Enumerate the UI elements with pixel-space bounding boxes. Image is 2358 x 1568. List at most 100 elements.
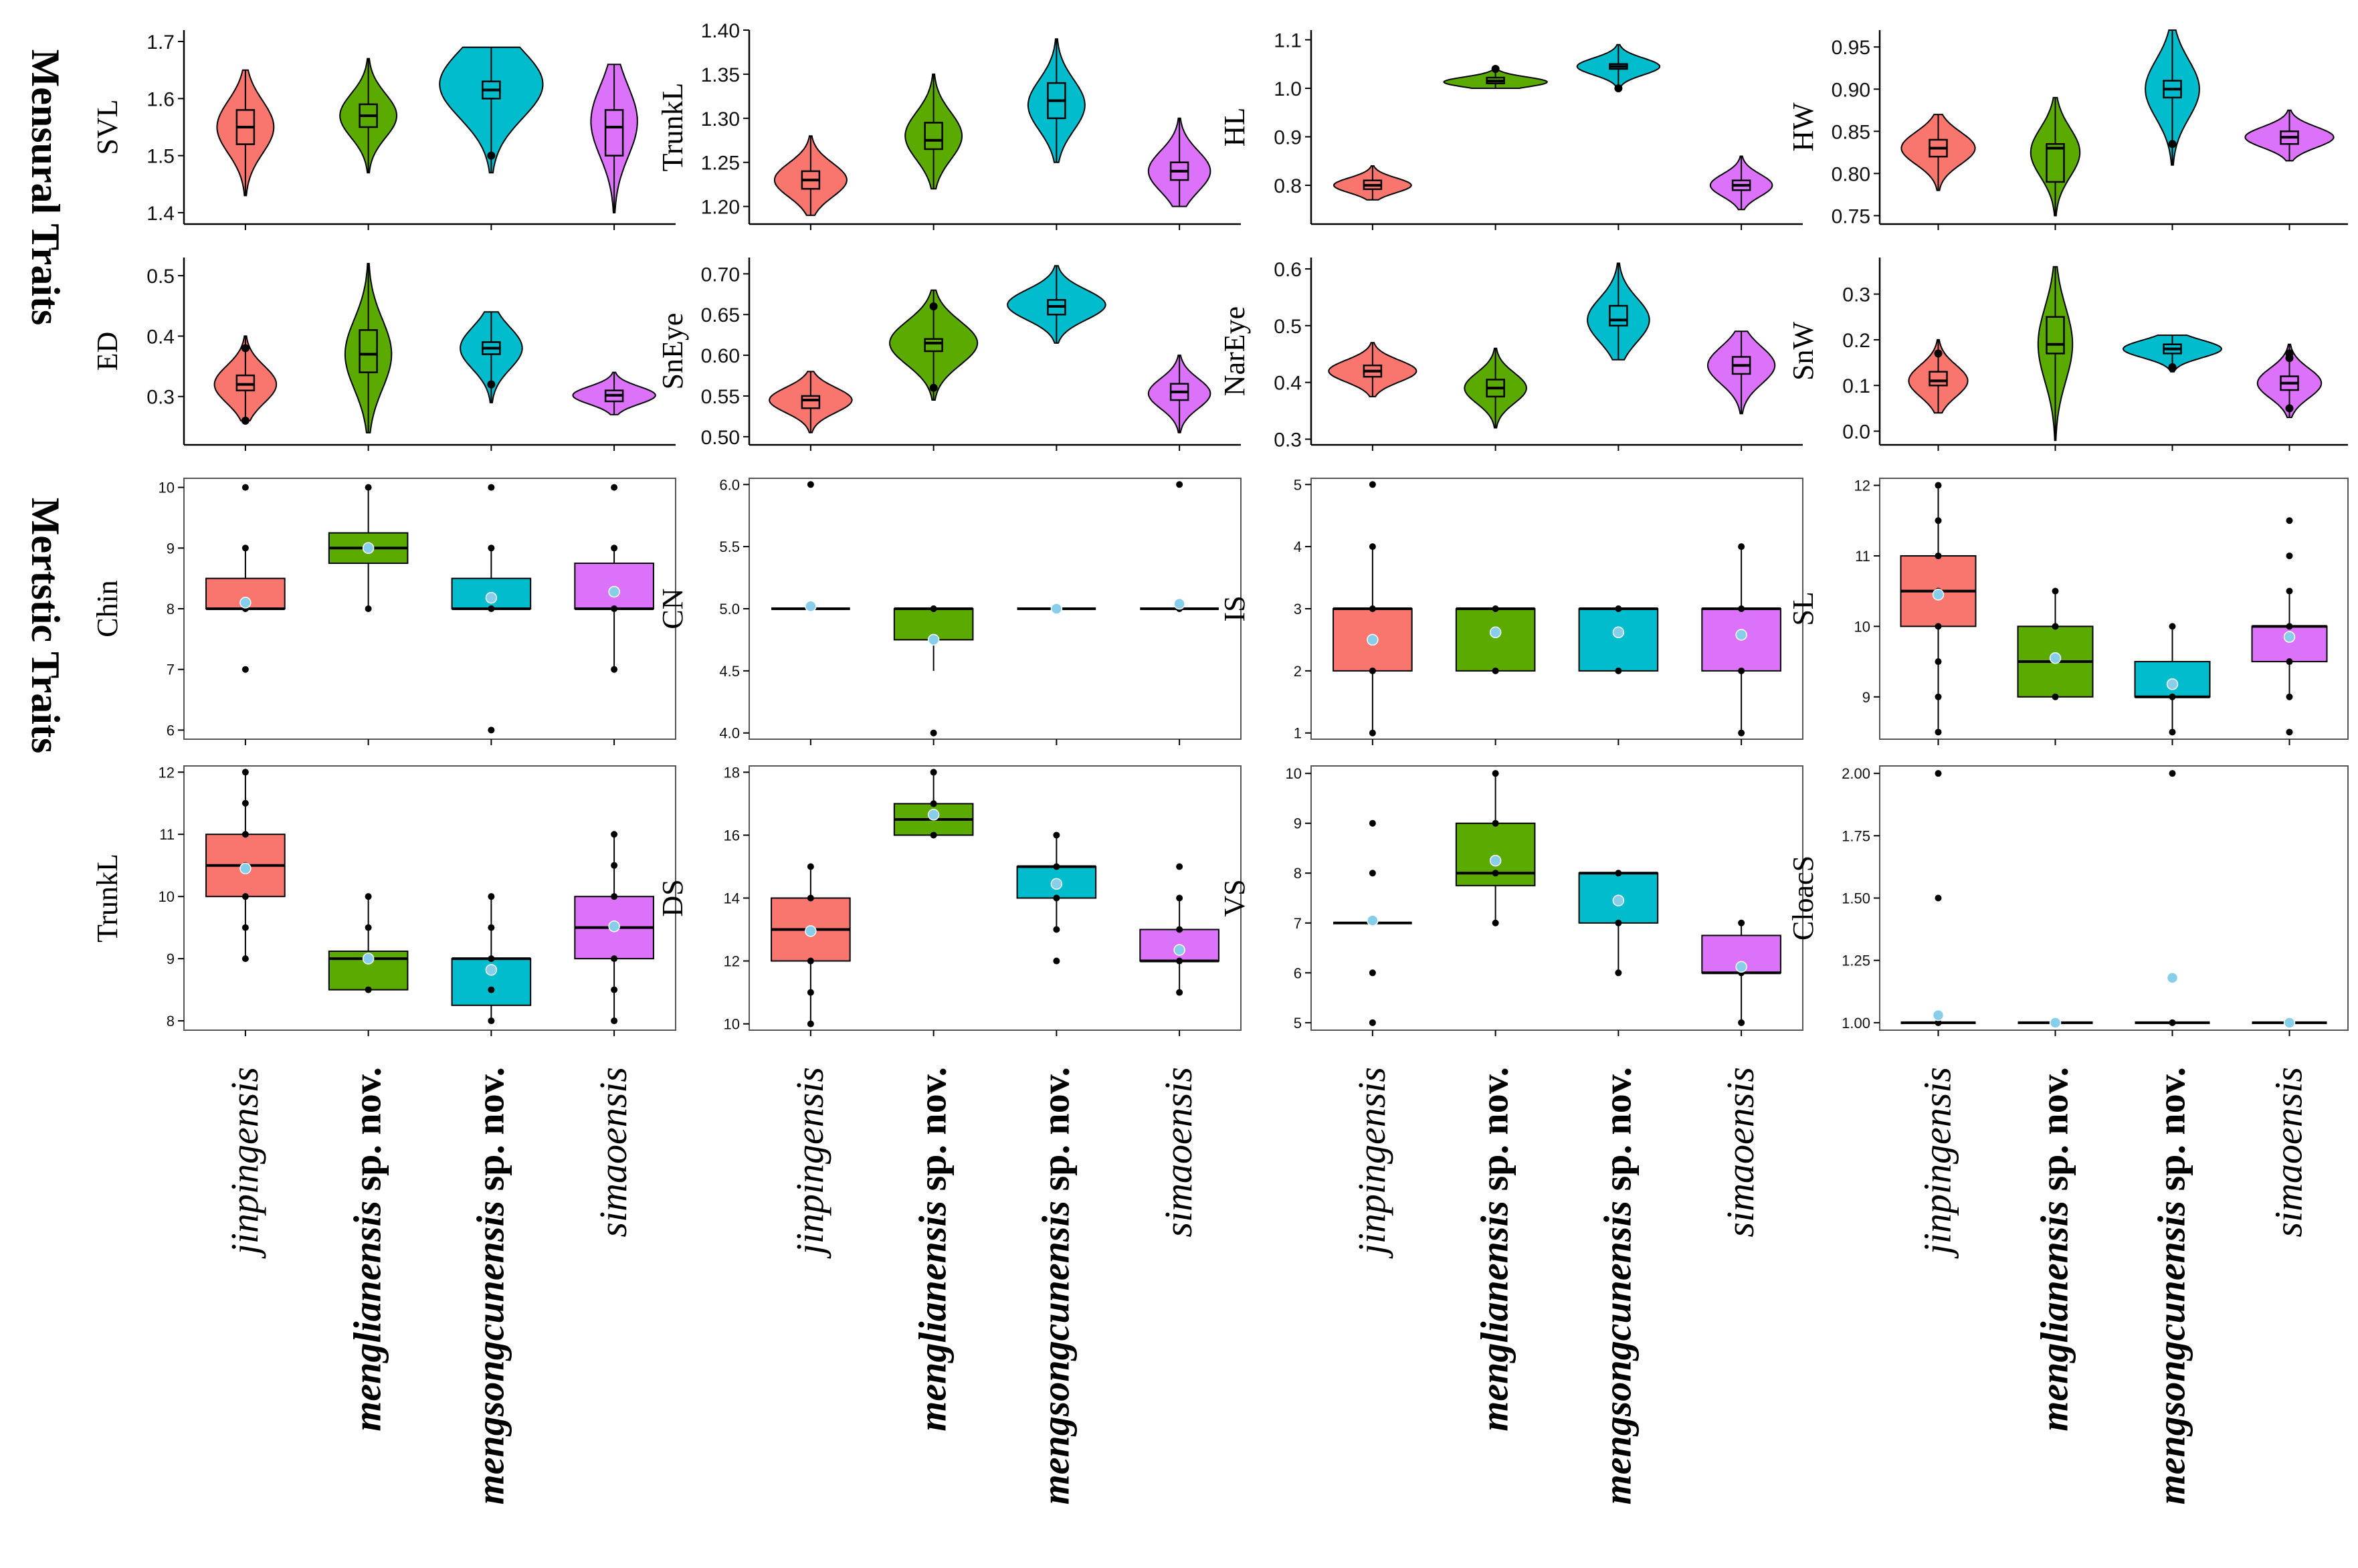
box-mengsongcunensis [1578,608,1659,672]
panel-ed-mensural: 0.3 0.4 0.5 ED [91,258,676,451]
data-point [1615,919,1622,926]
mean-point [2049,652,2062,664]
y-tick-label: 0.95 [1832,37,1870,59]
row-title-mensural: Mensural Traits [23,50,68,326]
y-tick-label: 1.4 [146,203,175,225]
inner-box [2046,142,2065,183]
mean-point [1367,914,1379,926]
species-suffix: sp. nov. [1473,1067,1516,1201]
species-name: jinpingensis [788,1067,831,1259]
y-tick-label: 8 [167,1013,175,1030]
data-point [2286,587,2293,595]
y-axis-label: CN [656,588,689,629]
panel-sneye-mensural: 0.50 0.55 0.60 0.65 0.70 SnEye [656,258,1241,451]
y-tick-label: 1.6 [146,88,175,110]
y-tick-label: 1.50 [1842,890,1870,907]
data-point [241,799,249,807]
panel-border [1879,478,2349,740]
y-axis-label: HL [1218,108,1251,147]
data-point [1369,870,1376,877]
y-axis-label: TrunkL [91,854,124,943]
data-point [1935,1019,1942,1026]
data-point [807,1020,814,1027]
species-name: mengsongcunensis [2150,1201,2193,1504]
mean-point [1735,629,1747,641]
y-axis-label: SVL [91,99,124,155]
violin-simaoensis [1706,330,1776,415]
species-suffix: sp. nov. [911,1067,955,1201]
x-label-mengsongcunensis: mengsongcunensis sp. nov. [468,1067,512,1504]
mean-point [2049,1017,2062,1029]
panel-cloacs-meristic: 1.00 1.25 1.50 1.75 2.00 CloacS [1787,765,2349,1036]
panel-nareye-mensural: 0.3 0.4 0.5 0.6 NarEye [1218,258,1803,452]
data-point [1176,894,1183,902]
data-point [807,863,814,870]
data-point [611,484,618,491]
mean-point [1173,597,1185,610]
mean-point [485,591,498,604]
y-axis-label: HW [1787,102,1820,152]
x-label-menglianensis: menglianensis sp. nov. [2033,1067,2076,1432]
y-tick-label: 0.1 [1842,375,1870,397]
y-tick-label: 0.70 [701,264,740,286]
data-point [1053,926,1060,933]
data-point [365,484,372,491]
y-tick-label: 11 [159,826,175,843]
data-point [1053,863,1060,870]
species-name: mengsongcunensis [468,1201,512,1504]
panel-snw-mensural: 0.0 0.1 0.2 0.3 SnW [1787,258,2348,451]
mean-point [805,925,817,937]
data-point [1615,667,1622,674]
violin-jinpingensis [216,69,275,197]
data-point [1738,543,1745,551]
y-tick-label: 1.0 [1274,78,1302,100]
y-tick-label: 6 [1294,965,1302,981]
data-point [241,769,249,776]
data-point [1492,770,1499,777]
y-tick-label: 7 [1294,915,1302,932]
y-tick-label: 1 [1294,725,1302,742]
data-point [2286,693,2293,700]
inner-box [924,338,943,353]
y-tick-label: 0.55 [701,386,740,408]
y-tick-label: 0.4 [1274,373,1302,395]
mean-point [1050,878,1063,890]
inner-box [924,122,943,151]
y-tick-label: 9 [1294,815,1302,832]
data-point [241,924,249,931]
y-tick-label: 1.75 [1842,827,1870,844]
data-point [1738,919,1745,926]
mean-point [1612,894,1625,906]
data-point [488,726,495,734]
mean-point [927,633,940,646]
y-tick-label: 0.90 [1832,79,1870,101]
panel-hw-mensural: 0.75 0.80 0.85 0.90 0.95 HW [1787,29,2348,230]
mean-point [805,600,817,613]
data-point [488,1017,495,1025]
data-point [1935,658,1942,666]
x-label-menglianensis: menglianensis sp. nov. [346,1067,389,1432]
violin-menglianensis [904,73,963,190]
data-point [2052,623,2059,630]
violin-jinpingensis [213,335,278,421]
data-point [1615,605,1622,612]
outlier-point [2168,140,2177,149]
data-point [1738,667,1745,674]
y-tick-label: 8 [1294,865,1302,882]
data-point [611,666,618,673]
data-point [1492,919,1499,926]
data-point [1369,969,1376,977]
y-tick-label: 10 [724,1016,740,1033]
data-point [1369,605,1376,612]
outlier-point [487,380,496,389]
data-point [1935,517,1942,524]
mean-point [239,862,252,875]
data-point [365,986,372,993]
species-name: menglianensis [346,1201,389,1432]
outlier-point [487,151,496,160]
data-point [807,989,814,996]
species-name: mengsongcunensis [1595,1201,1639,1504]
data-point [2286,658,2293,666]
y-tick-label: 1.40 [701,20,740,42]
y-tick-label: 16 [724,827,740,844]
